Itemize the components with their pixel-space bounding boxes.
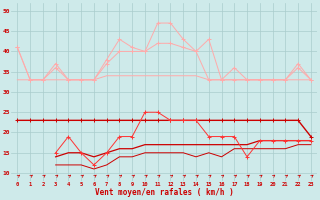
X-axis label: Vent moyen/en rafales ( km/h ): Vent moyen/en rafales ( km/h ) — [95, 188, 234, 197]
